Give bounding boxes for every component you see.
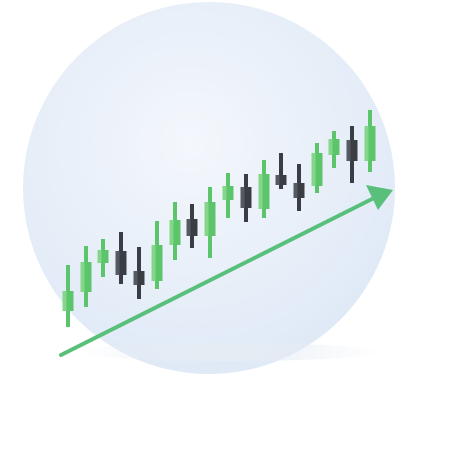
candle-highlight bbox=[80, 262, 85, 292]
candle-highlight bbox=[258, 174, 263, 209]
candle-highlight bbox=[133, 271, 138, 285]
candle-highlight bbox=[275, 175, 280, 185]
candle-highlight bbox=[115, 251, 120, 275]
candle-bullish bbox=[204, 187, 216, 258]
candle-body bbox=[133, 271, 145, 285]
candle-highlight bbox=[328, 139, 333, 155]
candle-bullish bbox=[311, 143, 323, 193]
candle-bullish bbox=[62, 265, 74, 327]
candle-bullish bbox=[328, 131, 340, 168]
candle-bullish bbox=[97, 239, 109, 277]
candle-bullish bbox=[364, 110, 376, 172]
candle-highlight bbox=[222, 186, 227, 200]
candle-body bbox=[328, 139, 340, 155]
candle-body bbox=[62, 291, 74, 311]
candle-body bbox=[115, 251, 127, 275]
candle-body bbox=[364, 126, 376, 161]
candle-highlight bbox=[346, 140, 351, 161]
candle-body bbox=[293, 183, 305, 198]
candle-body bbox=[169, 220, 181, 245]
trend-arrow-icon bbox=[59, 185, 393, 357]
candle-highlight bbox=[293, 183, 298, 198]
candlestick-group bbox=[62, 110, 376, 327]
candle-body bbox=[186, 219, 198, 236]
candle-highlight bbox=[364, 126, 369, 161]
candle-bullish bbox=[169, 202, 181, 260]
candle-bullish bbox=[258, 160, 270, 218]
candle-bearish bbox=[275, 153, 287, 189]
candle-highlight bbox=[311, 153, 316, 186]
candle-body bbox=[97, 250, 109, 263]
candle-bearish bbox=[115, 232, 127, 284]
candle-bullish bbox=[151, 221, 163, 289]
candle-wick bbox=[279, 153, 283, 189]
candle-bullish bbox=[222, 173, 234, 218]
candle-highlight bbox=[97, 250, 102, 263]
candle-highlight bbox=[240, 187, 245, 208]
candle-highlight bbox=[151, 245, 156, 281]
candle-body bbox=[346, 140, 358, 161]
candle-body bbox=[222, 186, 234, 200]
candle-body bbox=[275, 175, 287, 185]
candle-highlight bbox=[204, 202, 209, 236]
candle-bearish bbox=[346, 126, 358, 183]
candle-body bbox=[80, 262, 92, 292]
candle-body bbox=[204, 202, 216, 236]
candle-body bbox=[258, 174, 270, 209]
candle-body bbox=[311, 153, 323, 186]
candle-bearish bbox=[186, 204, 198, 248]
candle-bearish bbox=[240, 174, 252, 222]
candle-highlight bbox=[62, 291, 67, 311]
candle-body bbox=[151, 245, 163, 281]
candle-bearish bbox=[293, 164, 305, 211]
candle-bearish bbox=[133, 247, 145, 299]
candle-highlight bbox=[186, 219, 191, 236]
floor-shadow bbox=[80, 343, 380, 361]
candle-bullish bbox=[80, 246, 92, 307]
candle-body bbox=[240, 187, 252, 208]
candle-highlight bbox=[169, 220, 174, 245]
